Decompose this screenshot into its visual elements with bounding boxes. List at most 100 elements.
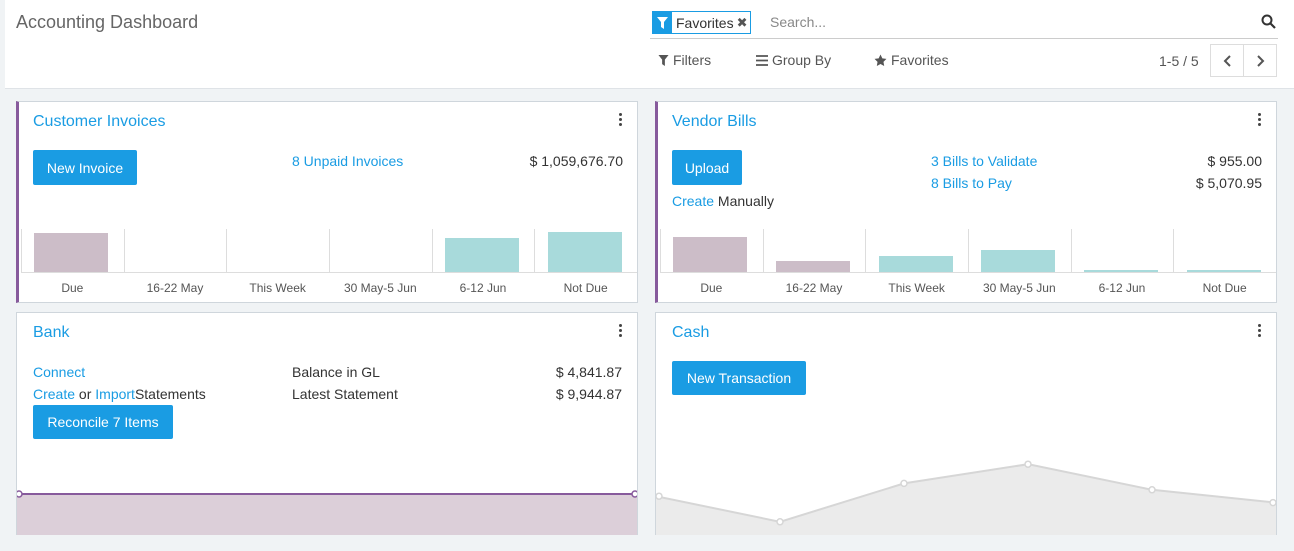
card-title[interactable]: Bank [33, 324, 70, 341]
balance-label: Balance in GL [292, 364, 380, 380]
bank-point [17, 490, 23, 498]
cash-card: Cash New Transaction [655, 312, 1277, 535]
chart-grid [660, 229, 1276, 273]
search-bar: Favorites ✖ [650, 8, 1278, 39]
chart-column [865, 229, 968, 272]
create-link[interactable]: Create [672, 193, 715, 209]
search-icon[interactable] [1261, 14, 1276, 32]
list-icon [756, 54, 768, 66]
connect-link[interactable]: Connect [33, 364, 86, 380]
upload-button[interactable]: Upload [672, 150, 742, 185]
bills-to-pay-link[interactable]: 8 Bills to Pay [931, 175, 1012, 191]
kebab-menu-icon[interactable] [1258, 113, 1262, 128]
latest-statement-label: Latest Statement [292, 386, 398, 402]
pager-value[interactable]: 1-5 / 5 [1159, 53, 1199, 69]
filters-label: Filters [673, 52, 712, 68]
cash-point [1269, 498, 1276, 507]
kebab-menu-icon[interactable] [1258, 324, 1262, 339]
chart-column [967, 229, 1071, 272]
search-input[interactable] [770, 14, 1230, 30]
validate-amount: $ 955.00 [1207, 153, 1263, 169]
groupby-button[interactable]: Group By [756, 52, 831, 68]
chart-bar[interactable] [878, 256, 953, 272]
filter-icon [653, 12, 672, 33]
chart-column [1173, 229, 1276, 272]
chart-grid [21, 229, 637, 273]
new-invoice-button[interactable]: New Invoice [33, 150, 137, 185]
chart-column [431, 229, 535, 272]
create-link[interactable]: Create [33, 386, 76, 402]
chart-bar[interactable] [444, 238, 519, 272]
favorites-label: Favorites [891, 52, 949, 68]
balance-amount: $ 4,841.87 [555, 364, 622, 380]
cash-point [900, 479, 908, 488]
unpaid-amount: $ 1,059,676.70 [529, 153, 623, 169]
chart-column [1070, 229, 1174, 272]
cash-point [1148, 486, 1156, 494]
chart-tick-label: 16-22 May [785, 281, 843, 295]
latest-statement-amount: $ 9,944.87 [555, 386, 622, 402]
unpaid-invoices-link[interactable]: 8 Unpaid Invoices [292, 153, 404, 169]
chart-tick-label: This Week [888, 281, 945, 295]
chart-tick-label: This Week [249, 281, 306, 295]
chart-bar[interactable] [547, 231, 622, 272]
new-transaction-button[interactable]: New Transaction [672, 361, 806, 395]
kebab-menu-icon[interactable] [619, 324, 623, 339]
chart-tick-label: Not Due [563, 281, 608, 295]
star-icon [874, 54, 887, 66]
card-title[interactable]: Vendor Bills [672, 113, 757, 130]
manually-text: Manually [717, 193, 774, 209]
card-title[interactable]: Customer Invoices [33, 113, 166, 130]
chart-column [534, 229, 637, 272]
favorites-button[interactable]: Favorites [874, 52, 949, 68]
cash-area [656, 464, 1276, 535]
cash-point [776, 518, 784, 526]
chart-tick-label: Due [700, 281, 723, 295]
card-title[interactable]: Cash [672, 324, 710, 341]
bills-to-validate-link[interactable]: 3 Bills to Validate [931, 153, 1038, 169]
chevron-right-icon [1256, 54, 1264, 67]
pager-previous-button[interactable] [1210, 44, 1244, 77]
vendor-bills-card: Vendor Bills Upload Create Manually 3 Bi… [655, 101, 1277, 303]
create-import-statements: Create or ImportStatements [33, 386, 206, 402]
chart-column [123, 229, 227, 272]
chart-column [660, 229, 763, 272]
cash-line [656, 463, 1276, 523]
chart-tick-label: 6-12 Jun [459, 281, 507, 295]
bank-card: Bank Connect Create or ImportStatements … [16, 312, 638, 535]
cash-point [1024, 460, 1032, 468]
chart-column [21, 229, 124, 272]
close-icon[interactable]: ✖ [736, 14, 748, 30]
customer-invoices-chart: Due 16-22 May This Week 30 May-5 Jun 6-12 Ju… [21, 229, 637, 299]
reconcile-button[interactable]: Reconcile 7 Items [33, 405, 173, 439]
chart-bar[interactable] [981, 250, 1056, 272]
chart-column [328, 229, 432, 272]
chart-tick-label: 30 May-5 Jun [343, 281, 417, 295]
chart-bar[interactable] [775, 260, 850, 272]
search-facet[interactable]: Favorites ✖ [652, 11, 752, 34]
import-link[interactable]: Import [95, 386, 135, 402]
statements-text: Statements [134, 386, 206, 402]
bank-line-chart [17, 490, 637, 535]
bank-point [631, 490, 637, 498]
kebab-menu-icon[interactable] [619, 113, 623, 128]
filters-button[interactable]: Filters [658, 52, 711, 68]
pay-amount: $ 5,070.95 [1195, 175, 1262, 191]
chart-bar[interactable] [1083, 270, 1158, 272]
chart-bar[interactable] [1186, 270, 1261, 272]
chart-tick-label: 6-12 Jun [1098, 281, 1146, 295]
chart-bar[interactable] [673, 236, 748, 272]
chevron-left-icon [1223, 54, 1231, 67]
facet-label: Favorites [676, 14, 734, 31]
chart-column [226, 229, 329, 272]
cash-point [656, 492, 663, 500]
chart-bar[interactable] [34, 232, 109, 272]
chart-tick-label: 30 May-5 Jun [982, 281, 1056, 295]
pager-next-button[interactable] [1243, 44, 1277, 77]
customer-invoices-card: Customer Invoices New Invoice 8 Unpaid I… [16, 101, 638, 303]
chart-tick-label: Due [61, 281, 84, 295]
control-panel: Accounting Dashboard Favorites ✖ Filters… [5, 0, 1294, 89]
cash-area-chart [656, 460, 1276, 535]
or-text: or [78, 386, 92, 402]
page-title: Accounting Dashboard [16, 12, 199, 32]
